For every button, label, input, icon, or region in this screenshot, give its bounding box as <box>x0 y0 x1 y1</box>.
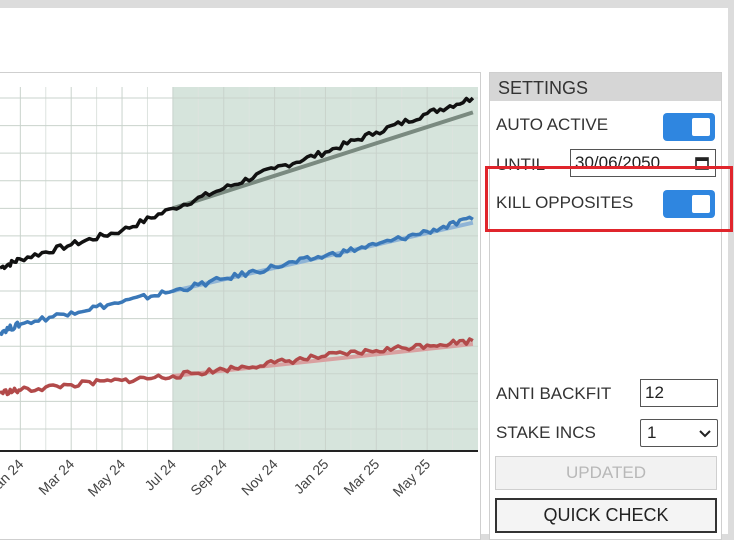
toggle-knob <box>692 118 710 136</box>
auto-active-toggle[interactable] <box>663 113 715 141</box>
until-label: UNTIL <box>496 155 546 174</box>
main-card: Jan 24 Mar 24 May 24 Jul 24 Sep 24 Nov 24 Jan … <box>0 8 728 540</box>
chart-svg: Jan 24 Mar 24 May 24 Jul 24 Sep 24 Nov 24 Jan … <box>0 87 478 500</box>
black-trend-line <box>172 110 474 211</box>
settings-panel: SETTINGS AUTO ACTIVE UNTIL 30/06/2050 KI… <box>489 72 722 540</box>
kill-opposites-label: KILL OPPOSITES <box>496 193 634 212</box>
toggle-knob <box>692 195 710 213</box>
equity-chart: Jan 24 Mar 24 May 24 Jul 24 Sep 24 Nov 24 Jan … <box>0 72 481 540</box>
x-tick-label: Jan 25 <box>291 456 332 497</box>
auto-active-label: AUTO ACTIVE <box>496 115 609 134</box>
stake-incs-label: STAKE INCS <box>496 423 596 442</box>
blue-series-line <box>0 215 474 337</box>
black-series-line <box>0 96 475 271</box>
x-tick-label: Jul 24 <box>141 456 179 494</box>
x-tick-label: May 25 <box>389 456 433 500</box>
stake-incs-value: 1 <box>647 423 657 442</box>
until-date-input[interactable]: 30/06/2050 <box>570 149 716 177</box>
kill-opposites-toggle[interactable] <box>663 190 715 218</box>
chevron-down-icon <box>699 420 711 448</box>
updated-button[interactable]: UPDATED <box>495 456 717 490</box>
x-tick-label: Nov 24 <box>238 456 281 499</box>
calendar-icon[interactable] <box>695 150 709 178</box>
x-tick-label: Mar 24 <box>35 456 77 498</box>
kill-opposites-highlight <box>485 166 733 232</box>
quick-check-button[interactable]: QUICK CHECK <box>495 498 717 533</box>
x-tick-label: Sep 24 <box>187 456 230 499</box>
x-tick-label: Jan 24 <box>0 456 27 497</box>
x-tick-label: Mar 25 <box>340 456 382 498</box>
anti-backfit-input[interactable]: 12 <box>640 379 718 407</box>
red-series-line <box>0 337 474 397</box>
anti-backfit-label: ANTI BACKFIT <box>496 384 612 403</box>
settings-header: SETTINGS <box>490 73 721 101</box>
x-tick-label: May 24 <box>84 456 128 500</box>
stake-incs-select[interactable]: 1 <box>640 419 718 447</box>
